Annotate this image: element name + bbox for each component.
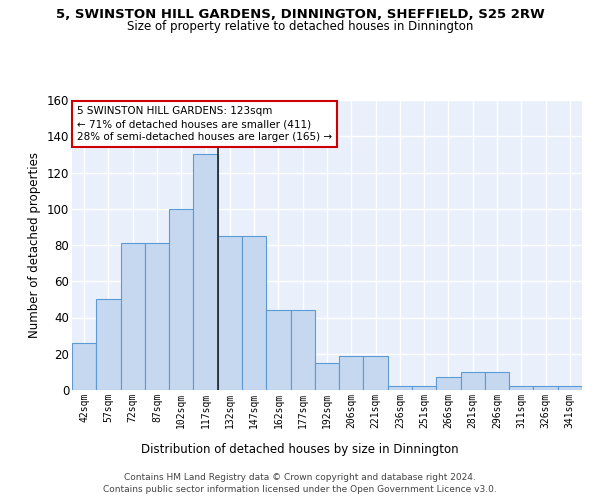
Bar <box>436 378 461 390</box>
Bar <box>72 343 96 390</box>
Bar <box>339 356 364 390</box>
Bar <box>485 372 509 390</box>
Bar <box>218 236 242 390</box>
Bar <box>193 154 218 390</box>
Text: Contains HM Land Registry data © Crown copyright and database right 2024.
Contai: Contains HM Land Registry data © Crown c… <box>103 472 497 494</box>
Bar <box>412 386 436 390</box>
Bar <box>461 372 485 390</box>
Bar <box>315 363 339 390</box>
Bar <box>533 386 558 390</box>
Bar <box>388 386 412 390</box>
Bar <box>558 386 582 390</box>
Bar <box>169 209 193 390</box>
Bar <box>145 243 169 390</box>
Text: 5, SWINSTON HILL GARDENS, DINNINGTON, SHEFFIELD, S25 2RW: 5, SWINSTON HILL GARDENS, DINNINGTON, SH… <box>56 8 544 20</box>
Bar <box>266 310 290 390</box>
Bar <box>96 300 121 390</box>
Bar <box>364 356 388 390</box>
Bar <box>509 386 533 390</box>
Y-axis label: Number of detached properties: Number of detached properties <box>28 152 41 338</box>
Bar <box>242 236 266 390</box>
Bar <box>290 310 315 390</box>
Bar <box>121 243 145 390</box>
Text: Size of property relative to detached houses in Dinnington: Size of property relative to detached ho… <box>127 20 473 33</box>
Text: Distribution of detached houses by size in Dinnington: Distribution of detached houses by size … <box>141 442 459 456</box>
Text: 5 SWINSTON HILL GARDENS: 123sqm
← 71% of detached houses are smaller (411)
28% o: 5 SWINSTON HILL GARDENS: 123sqm ← 71% of… <box>77 106 332 142</box>
